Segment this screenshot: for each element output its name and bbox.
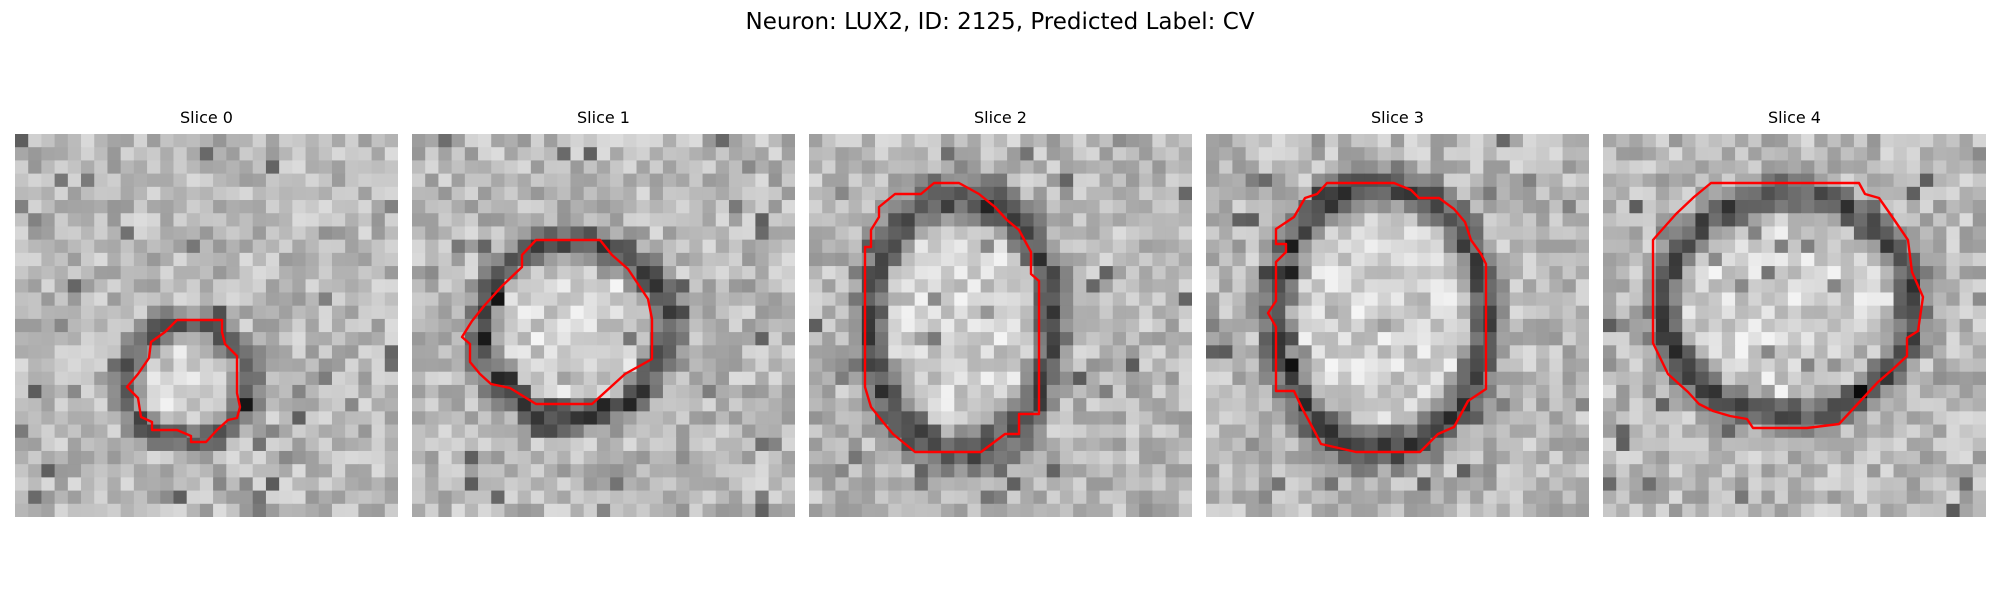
slice-title-3: Slice 3 bbox=[1371, 108, 1424, 127]
slice-image-3 bbox=[1206, 134, 1589, 517]
figure-title: Neuron: LUX2, ID: 2125, Predicted Label:… bbox=[745, 9, 1255, 35]
slice-panel-4: Slice 4 bbox=[1603, 108, 1986, 517]
slice-panel-0: Slice 0 bbox=[15, 108, 398, 517]
slice-image-4 bbox=[1603, 134, 1986, 517]
slice-contour-0 bbox=[125, 318, 242, 444]
slice-contour-3 bbox=[1266, 181, 1488, 454]
slice-pixels-2 bbox=[809, 134, 1192, 517]
slice-image-1 bbox=[412, 134, 795, 517]
slice-pixels-1 bbox=[412, 134, 795, 517]
slice-panel-2: Slice 2 bbox=[809, 108, 1192, 517]
slice-contour-4 bbox=[1651, 181, 1925, 430]
slice-contour-1 bbox=[460, 238, 654, 406]
slice-pixels-4 bbox=[1603, 134, 1986, 517]
slice-image-0 bbox=[15, 134, 398, 517]
slice-image-2 bbox=[809, 134, 1192, 517]
slice-title-1: Slice 1 bbox=[577, 108, 630, 127]
slice-pixels-3 bbox=[1206, 134, 1589, 517]
slice-pixels-0 bbox=[15, 134, 398, 517]
slice-panel-3: Slice 3 bbox=[1206, 108, 1589, 517]
slice-panel-1: Slice 1 bbox=[412, 108, 795, 517]
slice-contour-2 bbox=[863, 181, 1041, 454]
slice-title-0: Slice 0 bbox=[180, 108, 233, 127]
slice-title-4: Slice 4 bbox=[1768, 108, 1821, 127]
slice-title-2: Slice 2 bbox=[974, 108, 1027, 127]
